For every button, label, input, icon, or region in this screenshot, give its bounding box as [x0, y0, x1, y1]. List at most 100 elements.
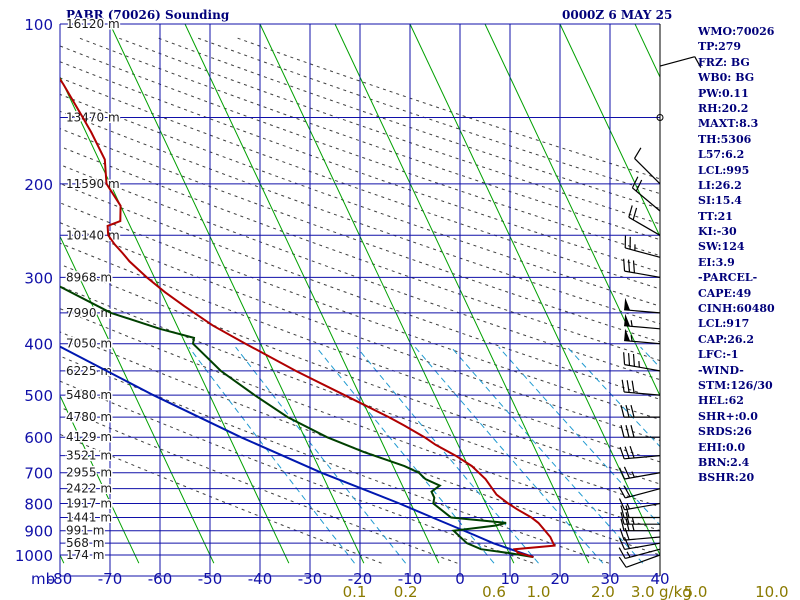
wind-barb	[620, 505, 660, 519]
parcel-trace	[60, 345, 534, 559]
dry-adiabat-line	[60, 182, 660, 400]
dry-adiabat-line	[60, 61, 660, 273]
index-entry: TP:279	[698, 40, 742, 54]
sounding-profiles	[60, 77, 556, 559]
pressure-tick-label: 600	[24, 429, 53, 447]
pressure-temperature-grid	[59, 23, 661, 577]
wind-barb	[624, 297, 661, 314]
height-label: 1917 m	[66, 497, 112, 511]
mixing-ratio-tick-label: 0.1	[343, 583, 367, 600]
mixing-ratio-line	[188, 346, 355, 564]
sounding-indices-panel: WMO:70026 TP:279 FRZ: BG WB0: BG PW:0.11 RH:2…	[698, 24, 775, 486]
height-label: 4129 m	[66, 430, 112, 444]
index-entry: RH:20.2	[698, 101, 749, 115]
wind-barb	[623, 258, 661, 278]
index-entry: MAXT:8.3	[698, 117, 759, 131]
isotherm-line	[60, 75, 290, 564]
index-entry: KI:-30	[698, 225, 737, 239]
index-entry: WMO:70026	[698, 25, 775, 38]
pressure-tick-label: 100	[24, 16, 53, 34]
dry-adiabat-line	[60, 242, 660, 463]
isotherm-line	[60, 235, 215, 564]
index-entry: WB0: BG	[698, 71, 755, 85]
isotherm-line	[559, 24, 660, 238]
dry-adiabat-line	[60, 406, 458, 564]
isotherm-line	[334, 24, 590, 564]
pressure-tick-label: 300	[24, 269, 53, 287]
temperature-tick-label: 40	[650, 570, 669, 588]
mixing-ratio-tick-label: 5.0	[684, 583, 708, 600]
wind-barb	[659, 56, 702, 68]
isotherm-line	[484, 24, 660, 397]
index-entry: FRZ: BG	[698, 55, 750, 69]
temperature-tick-label: -50	[198, 570, 223, 588]
wind-barb	[618, 554, 661, 568]
height-label: 13470 m	[66, 111, 120, 125]
isotherm-line	[259, 24, 515, 564]
dry-adiabat-line	[60, 433, 382, 564]
index-entry: BRN:2.4	[698, 455, 750, 469]
dry-adiabat-line	[60, 202, 660, 421]
chart-title: PABR (70026) Sounding	[66, 8, 230, 22]
mixing-ratio-tick-label: 10.0	[755, 583, 788, 600]
mixing-ratio-line	[450, 346, 644, 564]
isotherm-line	[785, 24, 800, 563]
temperature-tick-label: -60	[148, 570, 173, 588]
index-entry: TT:21	[698, 209, 733, 223]
wind-barb	[631, 176, 661, 212]
dry-adiabats	[60, 36, 660, 564]
index-entry: SW:124	[698, 240, 745, 254]
wind-barb	[619, 527, 661, 541]
index-entry: BSHR:20	[698, 471, 755, 485]
index-entry: CAPE:49	[698, 286, 752, 300]
index-entry: LI:26.2	[698, 178, 742, 192]
wind-barb	[623, 352, 661, 372]
height-label: 2955 m	[66, 466, 112, 480]
wind-barb	[618, 498, 661, 511]
pressure-tick-label: 800	[24, 496, 53, 514]
index-entry: HEL:62	[698, 394, 744, 408]
height-label: 5480 m	[66, 388, 112, 402]
dry-adiabat-line	[60, 110, 660, 325]
mixing-ratio-tick-label: 1.0	[527, 583, 551, 600]
mixing-ratio-tick-label: 2.0	[591, 583, 615, 600]
index-entry: SHR+:0.0	[698, 409, 758, 423]
dry-adiabat-line	[60, 45, 660, 257]
wind-barb	[618, 485, 661, 499]
mixing-ratio-line	[498, 346, 660, 526]
dry-adiabat-line	[60, 128, 660, 343]
index-entry: TH:5306	[698, 132, 752, 146]
pressure-tick-label: 700	[24, 465, 53, 483]
dry-adiabat-line	[60, 77, 660, 290]
height-label: 8968 m	[66, 270, 112, 284]
height-label: 4780 m	[66, 410, 112, 424]
mixing-ratio-tick-label: 0.6	[482, 583, 506, 600]
pressure-tick-label: 200	[24, 176, 53, 194]
mixing-ratio-line	[356, 346, 539, 564]
pressure-unit-label: mb	[31, 570, 55, 588]
isotherm-line	[60, 394, 140, 564]
index-entry: PW:0.11	[698, 86, 749, 100]
isotherms	[60, 24, 800, 564]
temperature-tick-label: -80	[48, 570, 73, 588]
dry-adiabat-line	[60, 263, 660, 485]
wind-barb	[618, 547, 661, 560]
wind-barbs	[618, 24, 702, 576]
temperature-tick-label: 30	[600, 570, 619, 588]
height-label: 2422 m	[66, 482, 112, 496]
index-entry: STM:126/30	[698, 378, 773, 392]
index-entry: LFC:-1	[698, 348, 739, 362]
mixing-ratio-lines	[188, 346, 660, 564]
pressure-tick-label: 900	[24, 523, 53, 541]
dry-adiabat-line	[60, 308, 660, 532]
index-entry: LCL:995	[698, 163, 750, 177]
wind-barb	[628, 205, 661, 236]
wind-barb	[620, 425, 660, 438]
index-entry: -PARCEL-	[698, 271, 758, 285]
wind-barb	[624, 235, 661, 258]
isotherm-line	[409, 24, 660, 557]
temperature-tick-label: -40	[248, 570, 273, 588]
dry-adiabat-line	[60, 164, 660, 381]
mixing-ratio-tick-label: 0.2	[394, 583, 418, 600]
